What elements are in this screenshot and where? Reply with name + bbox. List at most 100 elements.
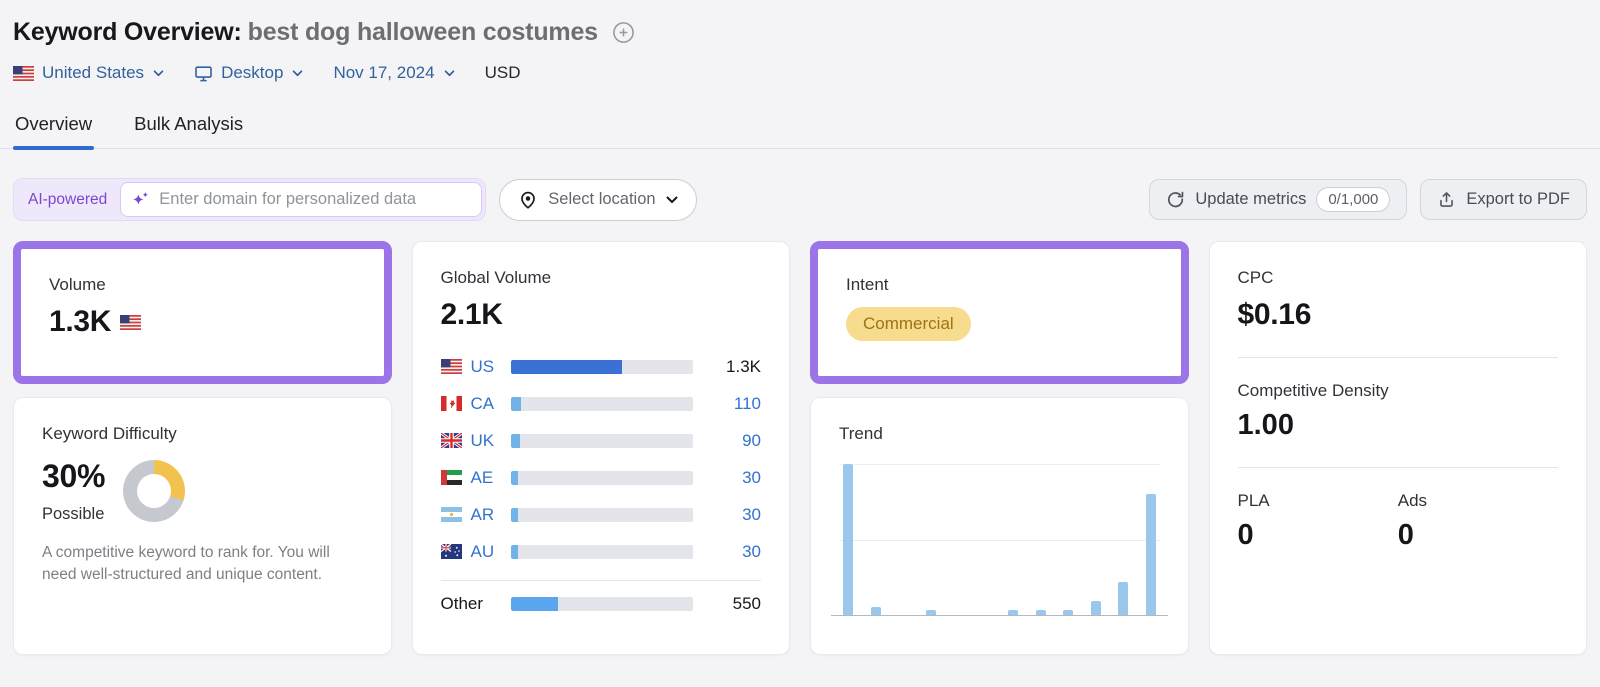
country-volume-bar	[510, 396, 693, 411]
difficulty-donut	[123, 460, 186, 522]
country-volume-value: 110	[733, 393, 761, 413]
country-row-ca: CA 110	[440, 385, 761, 422]
keyword-difficulty-card: Keyword Difficulty 30% Possible A compet…	[13, 397, 392, 655]
trend-bar	[925, 610, 936, 615]
chevron-down-icon	[153, 69, 164, 76]
trend-bar-slot	[1118, 464, 1128, 615]
date-selector-label: Nov 17, 2024	[333, 63, 435, 82]
other-volume-row: Other 550	[440, 580, 761, 617]
trend-bar-slot	[898, 464, 908, 615]
cpc-value: $0.16	[1237, 298, 1312, 331]
ai-powered-badge: AI-powered	[28, 190, 108, 208]
intent-highlight-box: Intent Commercial	[810, 241, 1189, 384]
domain-input[interactable]	[120, 182, 483, 217]
location-pin-icon	[518, 190, 538, 210]
device-selector-label: Desktop	[221, 63, 284, 82]
trend-bar-slot	[925, 464, 936, 615]
country-row-au: AU 30	[440, 533, 761, 570]
country-volume-bar	[510, 433, 693, 448]
filters-bar: United States Desktop Nov 17, 2024 USD	[13, 63, 1587, 83]
refresh-icon	[1166, 190, 1185, 209]
volume-label: Volume	[49, 275, 106, 294]
country-code: AR	[470, 504, 495, 524]
country-code: AE	[470, 467, 494, 487]
volume-card: Volume 1.3K	[21, 249, 384, 376]
trend-bar	[1035, 610, 1046, 615]
global-volume-card: Global Volume 2.1K US 1.3K CA 110 UK 90 AE 30 AR…	[411, 241, 790, 655]
competitive-density-value: 1.00	[1237, 409, 1294, 441]
volume-value: 1.3K	[49, 305, 112, 338]
toolbar: AI-powered Select location	[13, 178, 1587, 221]
trend-bar-slot	[843, 464, 853, 615]
global-volume-label: Global Volume	[440, 268, 552, 287]
country-volume-bar	[510, 507, 693, 522]
tab-bulk-analysis[interactable]: Bulk Analysis	[134, 113, 244, 134]
country-volume-bar	[510, 470, 693, 485]
country-volume-value: 30	[742, 541, 761, 561]
volume-highlight-box: Volume 1.3K	[13, 241, 392, 384]
keyword-text: best dog halloween costumes	[247, 18, 598, 46]
trend-bar	[1145, 494, 1156, 615]
chevron-down-icon	[444, 69, 454, 76]
trend-bar-slot	[1008, 464, 1018, 615]
chart-baseline	[831, 615, 1168, 616]
country-code: UK	[470, 430, 495, 450]
divider	[1237, 467, 1558, 468]
pla-value: 0	[1237, 519, 1254, 551]
update-metrics-label: Update metrics	[1195, 190, 1307, 208]
tabs: Overview Bulk Analysis	[0, 107, 1600, 150]
trend-bar-slot	[1035, 464, 1046, 615]
ads-label: Ads	[1397, 491, 1428, 510]
trend-chart	[831, 464, 1168, 616]
pla-label: PLA	[1237, 491, 1270, 510]
trend-bar-slot	[1145, 464, 1156, 615]
divider	[1237, 357, 1558, 358]
trend-bar-slot	[1090, 464, 1101, 615]
country-selector[interactable]: United States	[13, 63, 164, 83]
update-metrics-quota: 0/1,000	[1316, 187, 1391, 212]
export-to-pdf-button[interactable]: Export to PDF	[1420, 179, 1587, 220]
flag-us-icon	[13, 65, 34, 81]
add-keyword-icon[interactable]	[612, 21, 635, 44]
select-location-label: Select location	[548, 190, 656, 208]
metrics-grid: Volume 1.3K Keyword Difficulty 30% Possi…	[13, 241, 1587, 655]
keyword-overview-page: Keyword Overview: best dog halloween cost…	[0, 18, 1600, 655]
trend-card: Trend	[810, 397, 1189, 655]
select-location-dropdown[interactable]: Select location	[499, 178, 697, 221]
intent-label: Intent	[846, 275, 889, 294]
other-volume-value: 550	[732, 594, 761, 613]
country-volume-value: 30	[742, 504, 761, 524]
ai-domain-widget: AI-powered	[13, 178, 487, 221]
intent-badge[interactable]: Commercial	[846, 307, 971, 341]
trend-bar	[1090, 601, 1101, 615]
keyword-difficulty-value: 30%	[42, 458, 106, 494]
trend-chart-bars	[843, 464, 1156, 615]
keyword-difficulty-label: Keyword Difficulty	[42, 424, 177, 443]
trend-bar-slot	[870, 464, 881, 615]
page-title: Keyword Overview:	[13, 18, 242, 46]
export-icon	[1437, 190, 1456, 209]
trend-label: Trend	[839, 424, 883, 443]
other-volume-bar	[510, 597, 693, 611]
country-code: AU	[470, 541, 495, 561]
other-volume-fill	[510, 597, 558, 611]
country-volume-value: 90	[742, 430, 761, 450]
gridline-100	[839, 464, 1160, 465]
flag-au-icon	[440, 544, 462, 559]
country-volume-bar	[510, 544, 693, 559]
flag-uk-icon	[440, 433, 462, 448]
update-metrics-button[interactable]: Update metrics 0/1,000	[1149, 179, 1408, 220]
flag-ar-icon	[440, 507, 462, 522]
tab-overview[interactable]: Overview	[13, 107, 95, 150]
gridline-50	[839, 540, 1160, 541]
date-selector[interactable]: Nov 17, 2024	[333, 63, 454, 83]
country-volume-value: 1.3K	[726, 356, 761, 376]
trend-bar	[1063, 610, 1073, 615]
chevron-down-icon	[666, 196, 678, 203]
ads-value: 0	[1397, 519, 1414, 551]
country-row-us: US 1.3K	[440, 348, 761, 385]
device-selector[interactable]: Desktop	[194, 63, 303, 83]
trend-bar	[843, 464, 853, 615]
country-volume-value: 30	[742, 467, 761, 487]
flag-ae-icon	[440, 470, 462, 485]
